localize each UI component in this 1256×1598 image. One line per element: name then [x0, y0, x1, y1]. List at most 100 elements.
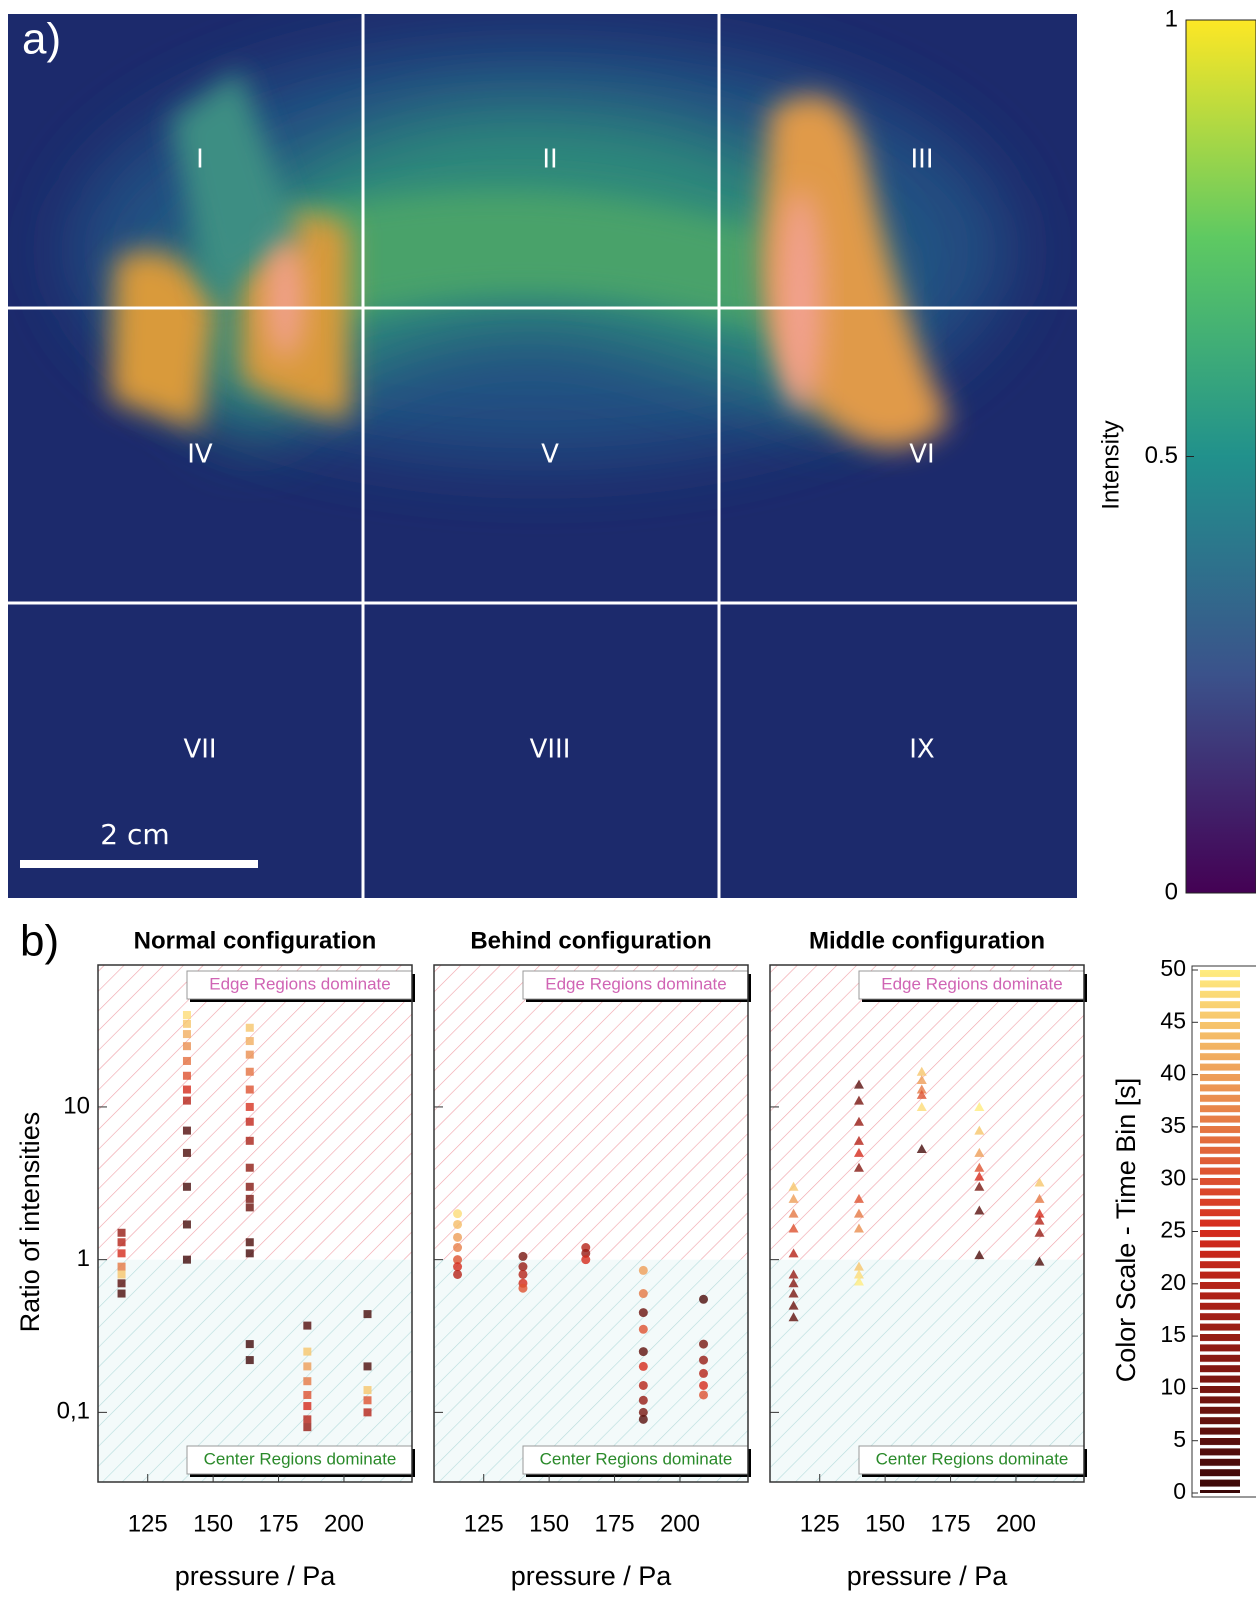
- point: [182, 1056, 191, 1065]
- point: [182, 1030, 191, 1039]
- point: [853, 1135, 864, 1145]
- point: [788, 1181, 799, 1191]
- point: [363, 1386, 372, 1395]
- x-tick-label: 175: [595, 1510, 635, 1537]
- point: [363, 1396, 372, 1405]
- point: [245, 1117, 254, 1126]
- colorbar-tick-label: 15: [1160, 1321, 1186, 1347]
- x-tick-label: 175: [259, 1510, 299, 1537]
- point: [853, 1269, 864, 1279]
- point: [245, 1194, 254, 1203]
- x-axis-label: pressure / Pa: [847, 1561, 1009, 1591]
- colorbar-tick-label: 0.5: [1145, 442, 1178, 469]
- point: [518, 1262, 528, 1272]
- point: [974, 1125, 985, 1135]
- point: [303, 1362, 312, 1371]
- region-label: III: [910, 145, 933, 175]
- point: [916, 1101, 927, 1111]
- point: [788, 1223, 799, 1233]
- point: [916, 1075, 927, 1085]
- point: [638, 1361, 648, 1371]
- colorbar-tick-label: 1: [1165, 5, 1178, 32]
- point: [1034, 1208, 1045, 1218]
- point: [245, 1023, 254, 1032]
- point: [453, 1269, 463, 1279]
- point: [974, 1162, 985, 1172]
- region-label: VIII: [530, 735, 571, 765]
- point: [638, 1407, 648, 1417]
- plot-frame: [433, 964, 749, 1483]
- panel-label: b): [20, 917, 59, 966]
- note: Edge Regions dominate: [545, 974, 726, 993]
- point: [1034, 1177, 1045, 1187]
- note: Edge Regions dominate: [881, 974, 1062, 993]
- colorbar-stripes: [1200, 970, 1240, 1493]
- point: [182, 1126, 191, 1135]
- point: [788, 1208, 799, 1218]
- point: [699, 1355, 709, 1365]
- x-axis-label: pressure / Pa: [175, 1561, 337, 1591]
- point: [363, 1310, 372, 1319]
- plot-frame: [97, 964, 413, 1483]
- region-label: VI: [909, 440, 934, 470]
- chart-title: Normal configuration: [134, 927, 377, 954]
- point: [638, 1324, 648, 1334]
- point: [245, 1249, 254, 1258]
- x-axis-label: pressure / Pa: [511, 1561, 673, 1591]
- point: [453, 1255, 463, 1265]
- point: [638, 1308, 648, 1318]
- point: [245, 1163, 254, 1172]
- point: [916, 1084, 927, 1094]
- point: [182, 1148, 191, 1157]
- point: [117, 1289, 126, 1298]
- y-axis-label: Ratio of intensities: [15, 1112, 45, 1333]
- point: [699, 1339, 709, 1349]
- edge-region: [434, 965, 748, 1260]
- x-tick-label: 200: [660, 1510, 700, 1537]
- point: [916, 1089, 927, 1099]
- point: [453, 1209, 463, 1219]
- point: [453, 1243, 463, 1253]
- point: [853, 1276, 864, 1286]
- x-tick-label: 125: [464, 1510, 504, 1537]
- point: [974, 1181, 985, 1191]
- region-label: IX: [909, 735, 934, 765]
- x-tick-label: 150: [529, 1510, 569, 1537]
- point: [453, 1262, 463, 1272]
- point: [303, 1402, 312, 1411]
- point: [1034, 1227, 1045, 1237]
- point: [117, 1279, 126, 1288]
- point: [853, 1147, 864, 1157]
- point: [182, 1042, 191, 1051]
- note-box: [186, 1445, 413, 1475]
- point: [245, 1340, 254, 1349]
- point: [182, 1071, 191, 1080]
- point: [182, 1085, 191, 1094]
- point: [1034, 1215, 1045, 1225]
- point: [303, 1377, 312, 1386]
- point: [303, 1415, 312, 1424]
- point: [853, 1116, 864, 1126]
- point: [303, 1423, 312, 1432]
- point: [974, 1147, 985, 1157]
- point: [638, 1414, 648, 1424]
- point: [245, 1136, 254, 1145]
- point: [182, 1096, 191, 1105]
- colorbar-tick-label: 5: [1173, 1426, 1186, 1452]
- point: [788, 1193, 799, 1203]
- point: [117, 1228, 126, 1237]
- point: [363, 1408, 372, 1417]
- x-tick-label: 175: [931, 1510, 971, 1537]
- point: [1034, 1256, 1045, 1266]
- point: [245, 1085, 254, 1094]
- point: [974, 1101, 985, 1111]
- point: [788, 1269, 799, 1279]
- point: [245, 1050, 254, 1059]
- point: [974, 1171, 985, 1181]
- x-tick-label: 150: [865, 1510, 905, 1537]
- point: [117, 1270, 126, 1279]
- colorbar-tick-label: 40: [1160, 1060, 1186, 1086]
- point: [638, 1265, 648, 1275]
- point: [182, 1255, 191, 1264]
- point: [699, 1294, 709, 1304]
